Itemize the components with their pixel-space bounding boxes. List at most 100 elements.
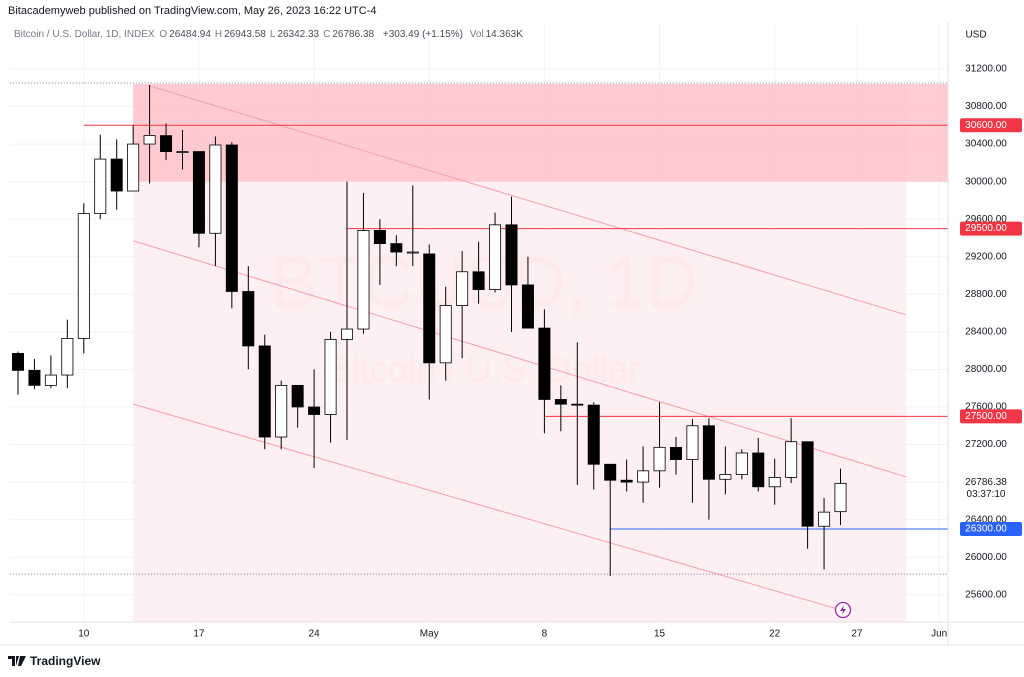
candle-body [521,284,534,329]
candle-body [12,353,24,371]
candle-body [735,452,748,475]
candle-body [785,441,798,478]
candle-body [768,476,781,488]
candle-body [373,230,386,244]
candle-body [176,151,189,153]
ohlc-key: H [214,29,223,40]
ohlc-key: L [269,29,276,40]
candle-body [538,327,551,400]
candle-body [143,135,156,145]
ohlc-values: O 26484.94 H 26943.58 L 26342.33 C 26786.38 [159,29,378,40]
symbol-name: Bitcoin / U.S. Dollar, 1D, INDEX [14,29,155,40]
candle-body [423,253,436,364]
x-tick-label: 8 [542,629,548,640]
candle-body [258,345,271,438]
published-header: Bitacademyweb published on TradingView.c… [8,5,377,17]
level-label-bg [960,522,1022,537]
y-tick-label: 29600.00 [965,214,1007,225]
candle-body [472,271,485,291]
y-tick-label: 26400.00 [965,514,1007,525]
alert-icon-bolt [840,605,846,615]
ohlc-value: 26484.94 [169,29,211,40]
brand-logo [8,656,26,666]
candle-body [456,271,469,306]
candle-body [390,243,403,253]
candle-body [702,425,715,480]
candle-body [192,151,205,234]
candle-body [209,144,222,234]
x-tick-label: 22 [769,629,781,640]
level-label-bg [960,409,1022,424]
candle-body [670,446,682,460]
y-tick-label: 30400.00 [965,139,1007,150]
candle-body [291,384,304,408]
candle-body [686,425,699,460]
y-tick-label: 27600.00 [965,402,1007,413]
y-tick-label: 25600.00 [965,589,1007,600]
candle-body [242,291,255,347]
x-tick-label: 27 [851,629,863,640]
brand: TradingView [8,654,100,668]
level-label: 26300.00 [965,524,1007,535]
candle-body [94,158,107,214]
level-label: 27500.00 [965,411,1007,422]
candle-body [341,328,353,340]
candle-body [834,482,847,513]
y-tick-label: 30000.00 [965,176,1007,187]
candle-body [308,406,321,415]
candle-body [406,251,419,254]
y-tick-label: 26000.00 [965,552,1007,563]
candle-body [61,338,74,376]
volume-key: Vol [469,29,484,40]
ohlc-key: C [323,29,331,40]
x-tick-label: Jun [931,629,947,640]
candle-body [571,403,584,406]
candle-body [489,224,502,291]
x-tick-label: May [420,629,439,640]
candle-body [620,479,633,483]
candle-body [637,470,650,483]
x-tick-label: 15 [654,629,666,640]
candle-body [587,404,600,465]
candle-body [44,374,57,386]
candle-body [719,474,732,480]
level-label-bg [960,221,1022,236]
currency-label: USD [965,30,986,41]
channel-line [133,240,907,478]
level-label-bg [960,118,1022,133]
candle-body [439,305,452,364]
price-axis-bg [948,0,1024,645]
brand-name: TradingView [30,654,101,668]
candle-body [653,446,666,472]
candle-body [604,463,617,481]
y-tick-label: 28800.00 [965,289,1007,300]
candle-body [818,511,831,527]
y-tick-label: 28000.00 [965,364,1007,375]
last-price-label: 26786.38 [965,477,1007,488]
candle-body [28,369,41,386]
candle-body [275,384,288,438]
ohlc-value: 26943.58 [224,29,266,40]
candle-body [554,399,567,405]
x-tick-label: 24 [309,629,321,640]
y-tick-label: 27200.00 [965,439,1007,450]
candle-body [160,135,173,152]
x-tick-label: 10 [78,629,90,640]
symbol-legend: Bitcoin / U.S. Dollar, 1D, INDEX O 26484.… [14,29,527,40]
ohlc-key: O [159,29,168,40]
y-tick-label: 30800.00 [965,101,1007,112]
y-tick-label: 29200.00 [965,251,1007,262]
candle-body [77,213,90,339]
candle-body [801,441,814,527]
x-tick-label: 17 [193,629,205,640]
candle-body [505,224,518,286]
zone-box [133,83,948,182]
candle-body [357,230,370,330]
y-tick-label: 31200.00 [965,64,1007,75]
candle-body [110,158,123,192]
level-label: 29500.00 [965,223,1007,234]
change: +303.49 (+1.15%) [382,29,463,40]
candle-body [324,338,337,415]
level-label: 30600.00 [965,120,1007,131]
